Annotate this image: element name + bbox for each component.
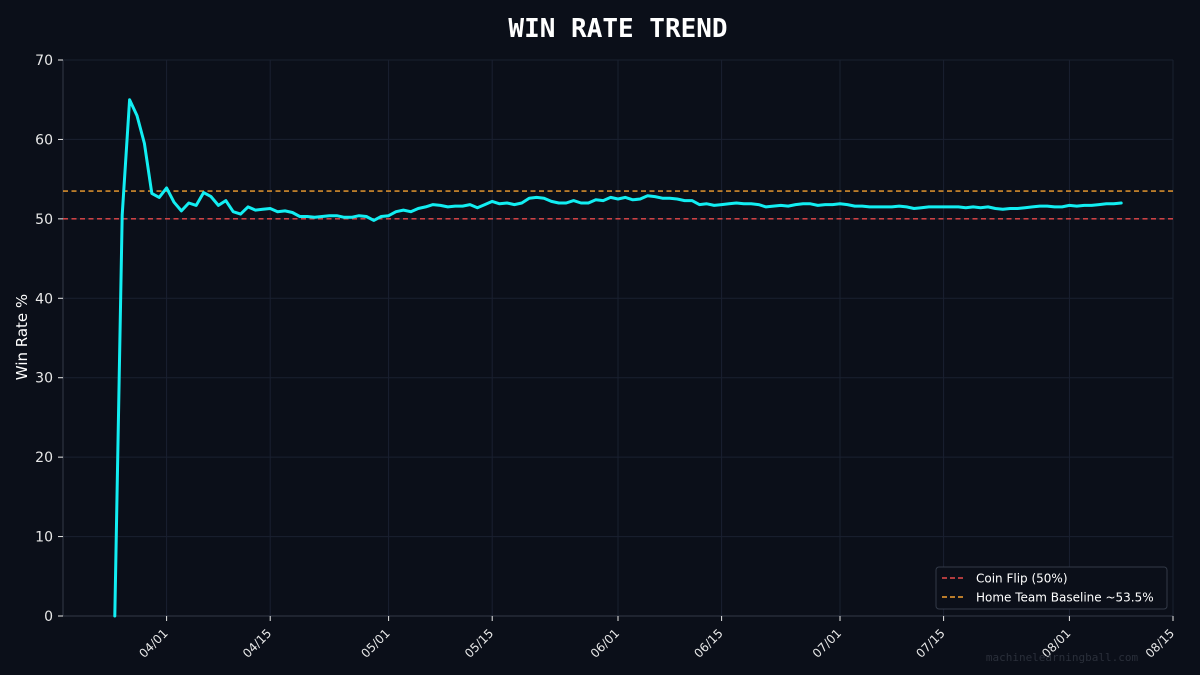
y-tick-label: 70 [35, 53, 53, 69]
y-tick-label: 10 [35, 530, 53, 546]
x-tick-label: 05/15 [462, 626, 496, 660]
series-line [113, 98, 1123, 618]
x-tick-label: 05/01 [358, 626, 392, 660]
x-tick-label: 07/15 [913, 626, 947, 660]
legend-label: Home Team Baseline ~53.5% [976, 591, 1154, 605]
x-tick-label: 04/01 [136, 626, 170, 660]
y-tick-label: 30 [35, 371, 53, 387]
y-tick-label: 0 [44, 609, 53, 625]
legend-box [935, 566, 1168, 610]
series-lines [113, 98, 1123, 618]
x-tick-label: 06/15 [691, 626, 725, 660]
y-tick-labels: 0 10 20 30 40 50 60 70 [35, 53, 63, 625]
legend: Coin Flip (50%) Home Team Baseline ~53.5% [935, 566, 1168, 610]
y-axis-label: Win Rate % [13, 294, 31, 380]
x-tick-label: 08/15 [1143, 626, 1177, 660]
y-tick-label: 40 [35, 291, 53, 307]
x-tick-label: 06/01 [588, 626, 622, 660]
reference-lines [63, 190, 1173, 220]
y-tick-label: 60 [35, 132, 53, 148]
y-tick-label: 20 [35, 450, 53, 466]
x-tick-label: 04/15 [240, 626, 274, 660]
x-grid-lines [166, 60, 1174, 616]
chart-title: WIN RATE TREND [508, 14, 727, 44]
y-tick-label: 50 [35, 212, 53, 228]
legend-label: Coin Flip (50%) [976, 572, 1068, 586]
x-tick-label: 07/01 [810, 626, 844, 660]
watermark: machinelearningball.com [986, 651, 1139, 664]
